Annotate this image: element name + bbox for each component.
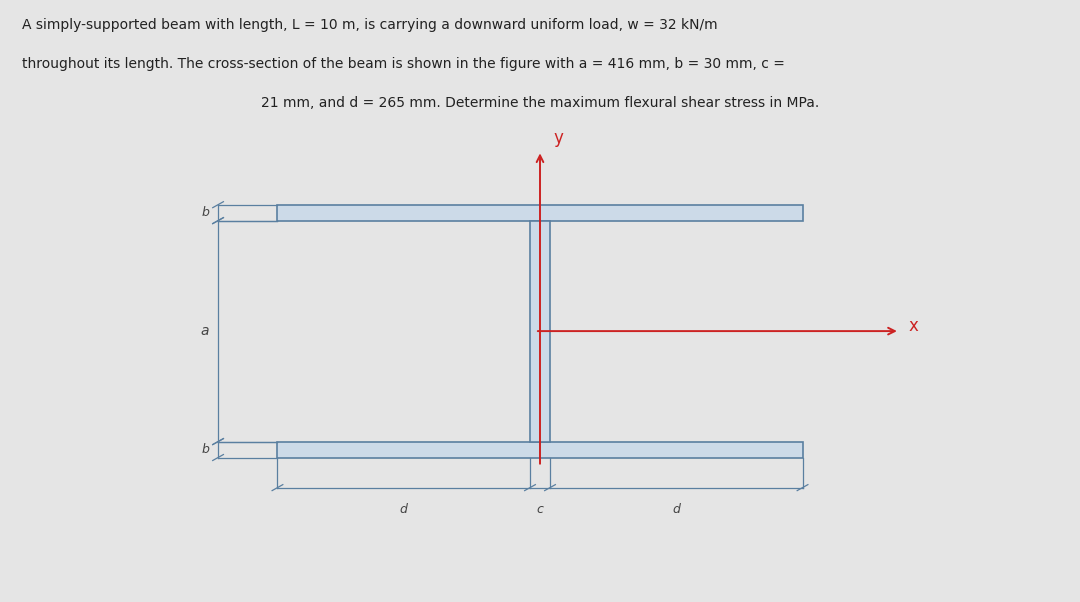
Text: 21 mm, and d = 265 mm. Determine the maximum flexural shear stress in MPa.: 21 mm, and d = 265 mm. Determine the max… (261, 96, 819, 110)
Bar (530, 220, 550, 442)
Text: b: b (202, 206, 210, 219)
Text: d: d (673, 503, 680, 516)
Text: b: b (202, 443, 210, 456)
Text: x: x (908, 317, 918, 335)
Bar (278, 205, 802, 220)
Text: d: d (400, 503, 407, 516)
Text: y: y (553, 129, 563, 147)
Text: c: c (537, 503, 543, 516)
Text: throughout its length. The cross-section of the beam is shown in the figure with: throughout its length. The cross-section… (22, 57, 784, 71)
Text: a: a (201, 324, 210, 338)
Text: A simply-supported beam with length, L = 10 m, is carrying a downward uniform lo: A simply-supported beam with length, L =… (22, 18, 717, 32)
Bar (278, 442, 802, 458)
